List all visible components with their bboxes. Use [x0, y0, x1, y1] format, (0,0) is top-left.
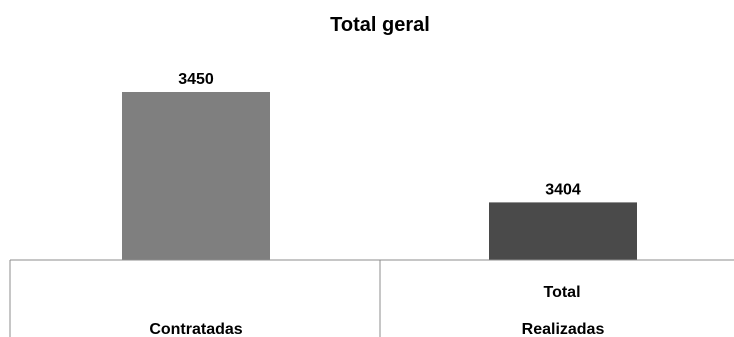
data-label-contratadas: 3450: [178, 71, 214, 88]
group-label: Total: [543, 284, 580, 301]
category-label-contratadas: Contratadas: [149, 321, 242, 337]
chart-title: Total geral: [330, 14, 430, 36]
bar-contratadas: [122, 92, 270, 260]
data-label-realizadas: 3404: [545, 181, 581, 198]
bar-realizadas: [489, 202, 637, 260]
category-labels: Contratadas Realizadas: [149, 321, 604, 337]
bars-layer: 3450 3404: [122, 71, 637, 260]
category-label-realizadas: Realizadas: [522, 321, 605, 337]
